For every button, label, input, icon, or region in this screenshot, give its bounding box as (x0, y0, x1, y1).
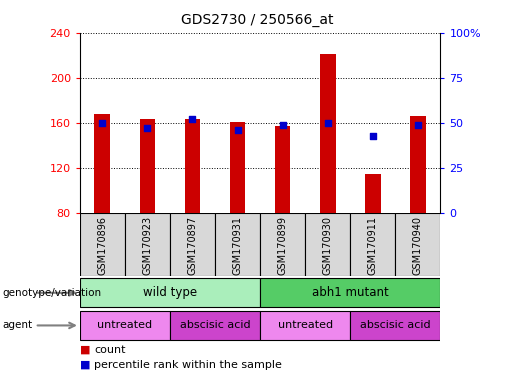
Point (414, 122, 422, 128)
Bar (80, 213, 125, 276)
Text: GSM170940: GSM170940 (413, 216, 423, 275)
Bar (350, 311, 440, 340)
Text: abh1 mutant: abh1 mutant (312, 286, 389, 299)
Bar (80, 311, 170, 340)
Point (279, 122, 287, 128)
Point (98, 120, 107, 126)
Text: abscisic acid: abscisic acid (180, 320, 250, 331)
Bar (125, 213, 170, 276)
Bar (170, 213, 215, 276)
Text: GSM170896: GSM170896 (97, 216, 107, 275)
Bar (305, 213, 350, 276)
Bar (94, 114, 110, 213)
Bar (365, 174, 381, 213)
Text: ■: ■ (80, 359, 90, 370)
Bar (410, 116, 426, 213)
Text: wild type: wild type (143, 286, 197, 299)
Text: agent: agent (3, 320, 32, 331)
Bar (215, 213, 260, 276)
Text: GSM170931: GSM170931 (233, 216, 243, 275)
Bar (260, 213, 305, 276)
Bar (396, 213, 440, 276)
Text: GSM170899: GSM170899 (278, 216, 287, 275)
Bar (274, 126, 290, 213)
Point (323, 120, 332, 126)
Bar (260, 311, 350, 340)
Bar (260, 278, 440, 308)
Text: GSM170911: GSM170911 (368, 216, 377, 275)
Text: untreated: untreated (97, 320, 152, 331)
Text: GSM170923: GSM170923 (143, 216, 152, 275)
Bar (184, 119, 200, 213)
Text: GSM170897: GSM170897 (187, 216, 197, 275)
Bar (320, 54, 336, 213)
Bar (80, 278, 260, 308)
Point (188, 116, 197, 122)
Bar (140, 119, 156, 213)
Point (233, 127, 242, 133)
Text: untreated: untreated (278, 320, 333, 331)
Text: GSM170930: GSM170930 (323, 216, 333, 275)
Text: abscisic acid: abscisic acid (360, 320, 431, 331)
Text: GDS2730 / 250566_at: GDS2730 / 250566_at (181, 13, 334, 27)
Text: percentile rank within the sample: percentile rank within the sample (94, 359, 282, 370)
Text: genotype/variation: genotype/variation (3, 288, 101, 298)
Bar (350, 213, 396, 276)
Text: ■: ■ (80, 345, 90, 355)
Bar (230, 122, 246, 213)
Point (143, 125, 151, 131)
Point (369, 132, 377, 139)
Bar (170, 311, 260, 340)
Text: count: count (94, 345, 126, 355)
